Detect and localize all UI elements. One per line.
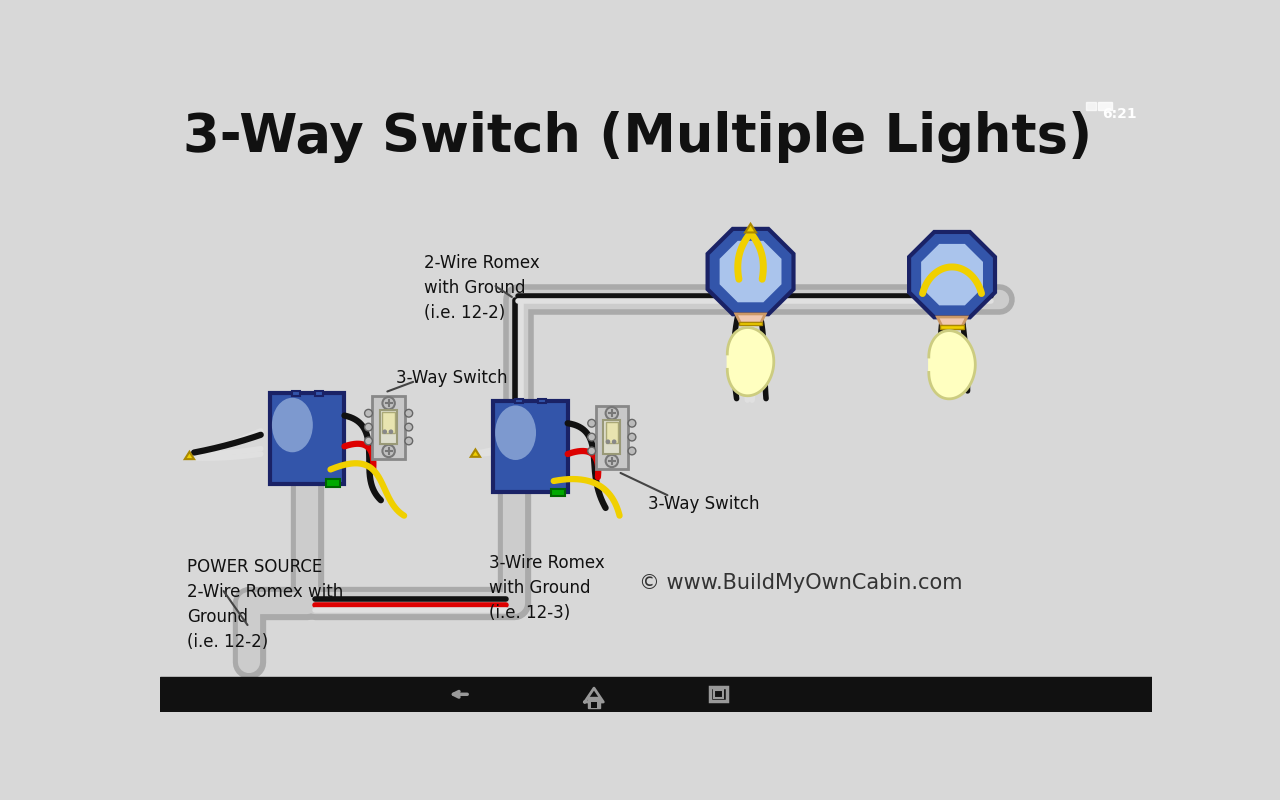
- Polygon shape: [909, 232, 995, 318]
- Circle shape: [404, 437, 412, 445]
- Bar: [326, 479, 339, 487]
- Circle shape: [383, 430, 387, 434]
- Bar: [552, 489, 566, 496]
- Bar: [941, 325, 964, 329]
- Bar: [595, 406, 628, 469]
- Bar: [710, 687, 727, 702]
- Circle shape: [588, 447, 595, 455]
- Text: © www.BuildMyOwnCabin.com: © www.BuildMyOwnCabin.com: [639, 574, 963, 594]
- Bar: [605, 422, 618, 443]
- Bar: [714, 690, 723, 698]
- Bar: [315, 391, 323, 395]
- Bar: [380, 410, 397, 444]
- Circle shape: [612, 439, 617, 444]
- Bar: [160, 678, 1152, 712]
- Polygon shape: [471, 450, 480, 457]
- Circle shape: [383, 445, 394, 457]
- Bar: [292, 391, 300, 395]
- Circle shape: [605, 439, 611, 444]
- Bar: [538, 398, 547, 403]
- Circle shape: [404, 423, 412, 431]
- Circle shape: [628, 434, 636, 441]
- Ellipse shape: [495, 406, 536, 460]
- Bar: [515, 398, 522, 403]
- Bar: [372, 395, 404, 458]
- Text: 3-Way Switch: 3-Way Switch: [648, 495, 760, 513]
- Text: 3-Way Switch (Multiple Lights): 3-Way Switch (Multiple Lights): [183, 111, 1092, 163]
- Polygon shape: [922, 244, 983, 306]
- Polygon shape: [937, 317, 966, 326]
- Polygon shape: [929, 330, 975, 399]
- Bar: [1098, 102, 1112, 110]
- Text: 3-Wire Romex
with Ground
(i.e. 12-3): 3-Wire Romex with Ground (i.e. 12-3): [489, 554, 605, 622]
- Bar: [493, 401, 567, 492]
- Bar: [383, 412, 394, 434]
- Circle shape: [588, 419, 595, 427]
- Polygon shape: [745, 224, 756, 233]
- Circle shape: [365, 437, 372, 445]
- Bar: [591, 702, 596, 708]
- Polygon shape: [719, 241, 782, 302]
- Ellipse shape: [271, 398, 312, 452]
- Circle shape: [365, 423, 372, 431]
- Circle shape: [605, 407, 618, 419]
- Bar: [588, 698, 600, 708]
- Polygon shape: [184, 452, 195, 459]
- Circle shape: [605, 455, 618, 467]
- Bar: [739, 322, 762, 326]
- Text: 3-Way Switch: 3-Way Switch: [397, 370, 508, 387]
- Text: 6:21: 6:21: [1102, 106, 1137, 121]
- Circle shape: [383, 397, 394, 410]
- Circle shape: [628, 419, 636, 427]
- Text: POWER SOURCE
2-Wire Romex with
Ground
(i.e. 12-2): POWER SOURCE 2-Wire Romex with Ground (i…: [187, 558, 343, 651]
- Bar: [1087, 102, 1096, 110]
- Circle shape: [365, 410, 372, 417]
- Circle shape: [588, 434, 595, 441]
- Polygon shape: [727, 327, 774, 396]
- Circle shape: [389, 430, 393, 434]
- Bar: [270, 394, 344, 484]
- Text: 2-Wire Romex
with Ground
(i.e. 12-2): 2-Wire Romex with Ground (i.e. 12-2): [424, 254, 539, 322]
- Polygon shape: [708, 229, 794, 314]
- Bar: [603, 420, 621, 454]
- Polygon shape: [736, 314, 765, 323]
- Circle shape: [404, 410, 412, 417]
- Circle shape: [628, 447, 636, 455]
